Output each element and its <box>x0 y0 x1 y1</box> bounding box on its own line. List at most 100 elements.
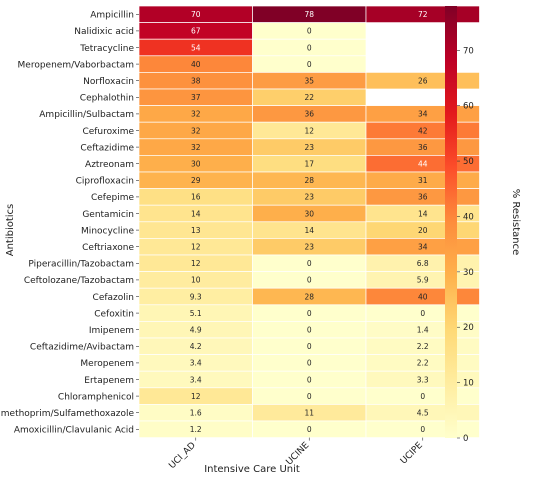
cell-value-label: 32 <box>191 143 201 152</box>
cell-value-label: 0 <box>307 425 312 434</box>
row-tick-label: Minocycline <box>81 226 134 236</box>
colorbar-tick-label: 0 <box>463 434 468 444</box>
cell-value-label: 67 <box>191 27 201 36</box>
cell-value-label: 4.2 <box>190 342 202 351</box>
row-tick-label: Meropenem/Vaborbactam <box>18 60 134 70</box>
row-tick-label: Ceftriaxone <box>82 243 134 253</box>
cell-value-label: 17 <box>304 160 314 169</box>
cell-value-label: 4.5 <box>417 409 429 418</box>
cell-value-label: 13 <box>191 226 201 235</box>
cell-value-label: 3.4 <box>190 359 202 368</box>
cell-value-label: 12 <box>191 259 201 268</box>
cell-value-label: 11 <box>304 409 314 418</box>
cell-value-label: 3.3 <box>417 375 429 384</box>
cell-value-label: 26 <box>418 77 428 86</box>
row-tick-label: Piperacillin/Tazobactam <box>28 260 134 270</box>
cell-value-label: 40 <box>191 60 201 69</box>
cell-value-label: 72 <box>418 10 428 19</box>
row-tick-label: Tetracycline <box>79 44 134 54</box>
cell-value-label: 1.6 <box>190 409 202 418</box>
cell-value-label: 0 <box>307 60 312 69</box>
cell-value-label: 6.8 <box>417 259 429 268</box>
row-tick-label: Cephalothin <box>80 94 134 104</box>
cell-value-label: 34 <box>418 243 428 252</box>
cell-value-label: 23 <box>304 193 314 202</box>
cell-value-label: 0 <box>307 27 312 36</box>
cell-value-label: 28 <box>304 292 314 301</box>
colorbar-tick-label: 70 <box>463 46 474 56</box>
cell-value-label: 1.2 <box>190 425 202 434</box>
cell-value-label: 54 <box>191 43 201 52</box>
row-tick-label: Cefuroxime <box>82 127 134 137</box>
cell-value-label: 5.1 <box>190 309 202 318</box>
cell-value-label: 32 <box>191 126 201 135</box>
colorbar-tick-label: 50 <box>463 157 474 167</box>
x-axis-label: Intensive Care Unit <box>204 464 300 475</box>
row-tick-labels: Ampicillin Nalidixic acid Tetracycline Mero… <box>0 11 139 436</box>
colorbar-label: % Resistance <box>510 189 521 256</box>
row-tick-label: Gentamicin <box>82 210 134 220</box>
colorbar-tick-label: 20 <box>463 323 474 333</box>
cell-value-label: 0 <box>307 359 312 368</box>
cell-value-label: 78 <box>304 10 314 19</box>
cell-value-label: 0 <box>420 392 425 401</box>
row-tick-label: Norfloxacin <box>83 77 134 87</box>
cell-value-label: 0 <box>307 326 312 335</box>
cell-value-label: 28 <box>304 176 314 185</box>
cell-value-label: 20 <box>418 226 428 235</box>
cell-value-label: 40 <box>418 292 428 301</box>
cell-value-label: 0 <box>307 342 312 351</box>
cell-value-label: 23 <box>304 143 314 152</box>
row-tick-label: Meropenem <box>80 359 134 369</box>
colorbar <box>445 6 457 438</box>
cell-value-label: 0 <box>307 392 312 401</box>
cell-value-label: 9.3 <box>190 292 202 301</box>
colorbar-tick-label: 40 <box>463 212 474 222</box>
cell-value-label: 0 <box>307 276 312 285</box>
cell-value-label: 30 <box>304 209 314 218</box>
cell-value-label: 1.4 <box>417 326 429 335</box>
column-tick-label: UCIPE <box>399 440 425 466</box>
row-tick-label: Cefepime <box>91 193 135 203</box>
cell-value-label: 14 <box>418 209 428 218</box>
cell-value-labels: 70 78 72 67 0 54 0 40 0 38 35 26 37 22 32 36 34 32 12 42 32 2… <box>190 10 429 434</box>
cell-value-label: 22 <box>304 93 314 102</box>
cell-value-label: 44 <box>418 160 428 169</box>
cell-value-label: 12 <box>191 243 201 252</box>
cell-value-label: 0 <box>307 309 312 318</box>
cell-value-label: 42 <box>418 126 428 135</box>
cell-value-label: 36 <box>418 143 428 152</box>
colorbar-tick-label: 30 <box>463 268 474 278</box>
cell-value-label: 34 <box>418 110 428 119</box>
cell-value-label: 10 <box>191 276 201 285</box>
row-tick-label: Aztreonam <box>85 160 134 170</box>
cell-value-label: 2.2 <box>417 359 429 368</box>
colorbar-ticks: 0 10 20 30 40 50 60 70 <box>457 46 474 444</box>
cell-value-label: 36 <box>304 110 314 119</box>
cell-value-label: 38 <box>191 77 201 86</box>
cell-value-label: 2.2 <box>417 342 429 351</box>
row-tick-label: Ceftazidime/Avibactam <box>30 343 134 353</box>
row-tick-label: Cefazolin <box>93 293 134 303</box>
row-tick-label: Imipenem <box>89 326 134 336</box>
cell-value-label: 0 <box>307 43 312 52</box>
column-tick-label: UCI_AD <box>167 441 198 472</box>
cell-value-label: 3.4 <box>190 375 202 384</box>
cell-value-label: 23 <box>304 243 314 252</box>
cell-value-label: 0 <box>420 309 425 318</box>
colorbar-tick-label: 60 <box>463 102 474 112</box>
cell-value-label: 5.9 <box>417 276 429 285</box>
row-tick-label: Ceftolozane/Tazobactam <box>24 276 134 286</box>
cell-value-label: 12 <box>304 126 314 135</box>
cell-value-label: 70 <box>191 10 201 19</box>
cell-value-label: 0 <box>307 259 312 268</box>
cell-value-label: 29 <box>191 176 201 185</box>
colorbar-tick-label: 10 <box>463 379 474 389</box>
row-tick-label: Ciprofloxacin <box>76 177 134 187</box>
row-tick-label: Cefoxitin <box>94 309 134 319</box>
cell-value-label: 0 <box>307 375 312 384</box>
cell-value-label: 16 <box>191 193 201 202</box>
cell-value-label: 4.9 <box>190 326 202 335</box>
cell-value-label: 37 <box>191 93 201 102</box>
